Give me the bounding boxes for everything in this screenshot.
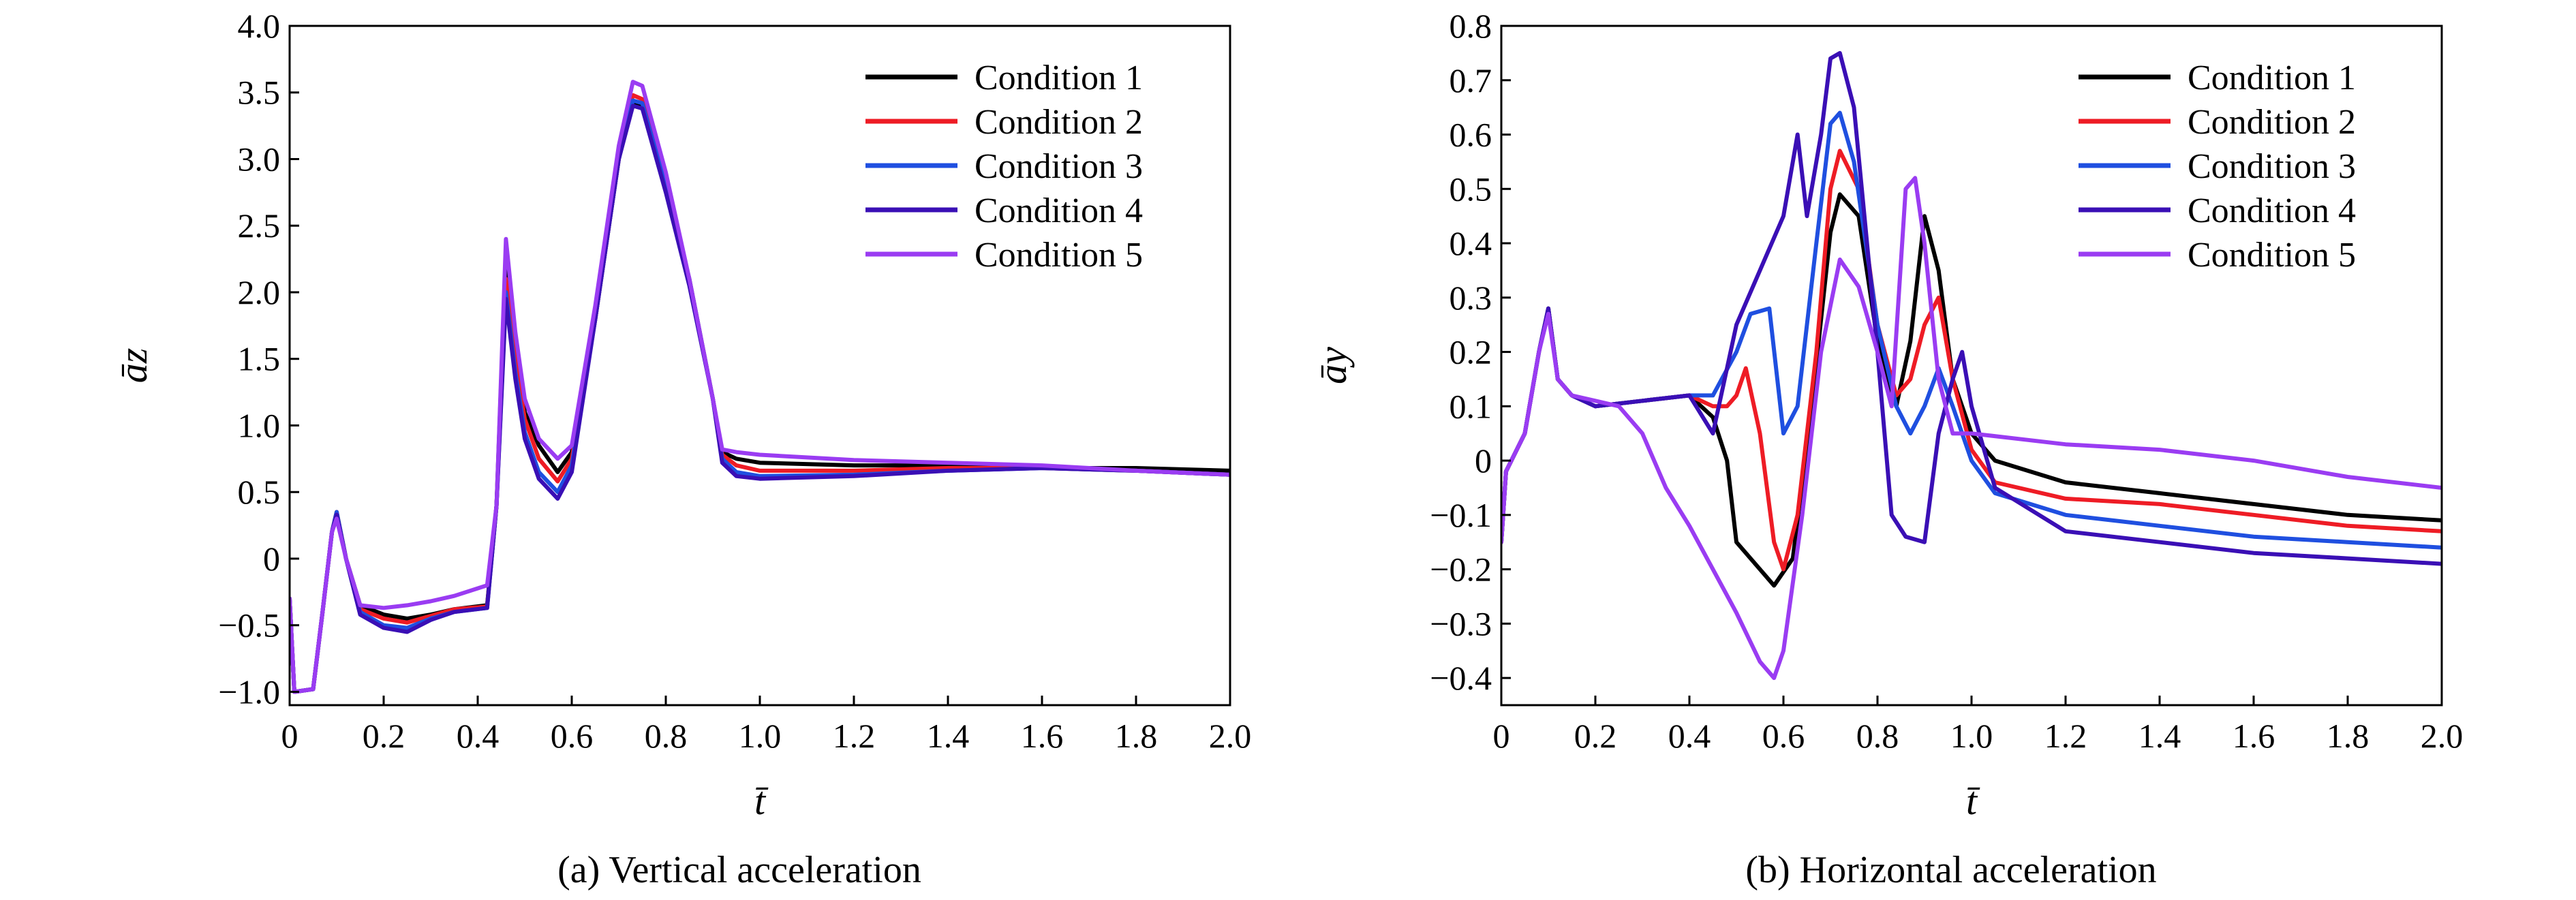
legend-entry-label: Condition 2 [2188,103,2356,142]
legend-entry-label: Condition 4 [2188,191,2356,230]
x-tick-label: 0.8 [645,717,688,755]
legend: Condition 1 Condition 2 Condition 3 Conditi… [2079,59,2356,275]
y-tick-label: 2.5 [238,206,281,245]
legend-entry-label: Condition 2 [975,103,1143,142]
legend-entry-label: Condition 4 [975,191,1143,230]
series-line-condition-5 [290,80,1230,694]
x-tick-label: 0.4 [1668,717,1711,755]
chart-vertical-acceleration: 0 0.2 0.4 0.6 0.8 1.0 1.2 1.4 1.6 1.8 2.0 −1.0 −0.5 0… [111,7,1251,891]
y-tick-label: 0.5 [238,473,281,511]
x-tick-label: 1.4 [2138,717,2181,755]
legend-entry-label: Condition 5 [2188,236,2356,275]
series-group [1501,50,2442,681]
y-axis-label: āz [111,348,155,384]
y-tick-label: 1.0 [238,406,281,444]
x-tick-label: 2.0 [1209,717,1252,755]
x-tick-label: 0.2 [1574,717,1617,755]
x-tick-label: 0.6 [551,717,594,755]
legend: Condition 1 Condition 2 Condition 3 Conditi… [865,59,1143,275]
y-tick-label: 3.5 [238,74,281,112]
x-tick-label: 1.4 [927,717,970,755]
y-tick-label: −0.4 [1430,659,1492,697]
x-tick-label: 1.0 [739,717,782,755]
x-tick-label: 1.2 [2044,717,2087,755]
y-tick-label: −0.1 [1430,496,1492,534]
y-tick-label: 0.7 [1450,61,1492,99]
series-line-condition-5 [1501,176,2442,681]
x-tick-label: 0 [281,717,298,755]
y-tick-label: 0.5 [1450,170,1492,208]
x-tick-label: 0 [1493,717,1510,755]
x-tick-label: 1.8 [1115,717,1158,755]
y-tick-label: 3.0 [238,140,281,178]
chart-horizontal-acceleration: 0 0.2 0.4 0.6 0.8 1.0 1.2 1.4 1.6 1.8 2.0 −0.4 −0.3 −… [1310,7,2463,891]
x-tick-label: 0.2 [363,717,405,755]
x-tick-label: 2.0 [2421,717,2464,755]
y-tick-label: −0.3 [1430,604,1492,642]
y-tick-label: 0.8 [1450,7,1492,45]
legend-entry-label: Condition 3 [975,147,1143,186]
y-tick-label: 2.0 [238,273,281,311]
y-tick-label: 1.5 [238,340,281,378]
y-tick-label: 0.6 [1450,116,1492,154]
legend-entry-label: Condition 1 [2188,59,2356,97]
series-group [290,80,1230,694]
y-tick-label: 0.2 [1450,333,1492,371]
y-tick-label: 0.1 [1450,387,1492,425]
y-tick-label: −1.0 [218,672,280,711]
y-tick-label: −0.5 [218,606,280,645]
y-tick-label: 0 [263,540,280,578]
y-tick-label: 4.0 [238,7,281,45]
y-tick-label: 0.4 [1450,224,1492,262]
y-tick-label: 0 [1475,441,1492,480]
x-tick-label: 1.6 [2233,717,2275,755]
legend-entry-label: Condition 1 [975,59,1143,97]
y-tick-label: 0.3 [1450,279,1492,317]
legend-entry-label: Condition 5 [975,236,1143,275]
legend-entry-label: Condition 3 [2188,147,2356,186]
x-tick-label: 0.6 [1762,717,1805,755]
x-tick-label: 1.6 [1021,717,1064,755]
y-axis-label: āy [1310,347,1355,384]
chart-caption: (b) Horizontal acceleration [1745,849,2156,891]
x-tick-label: 1.8 [2327,717,2370,755]
y-tick-label: −0.2 [1430,550,1492,589]
x-tick-label: 0.4 [457,717,500,755]
x-axis-label: t̄ [754,779,769,823]
x-tick-label: 1.0 [1950,717,1993,755]
chart-caption: (a) Vertical acceleration [557,849,921,891]
x-axis-label: t̄ [1966,779,1980,823]
x-tick-label: 0.8 [1856,717,1899,755]
x-tick-label: 1.2 [833,717,876,755]
